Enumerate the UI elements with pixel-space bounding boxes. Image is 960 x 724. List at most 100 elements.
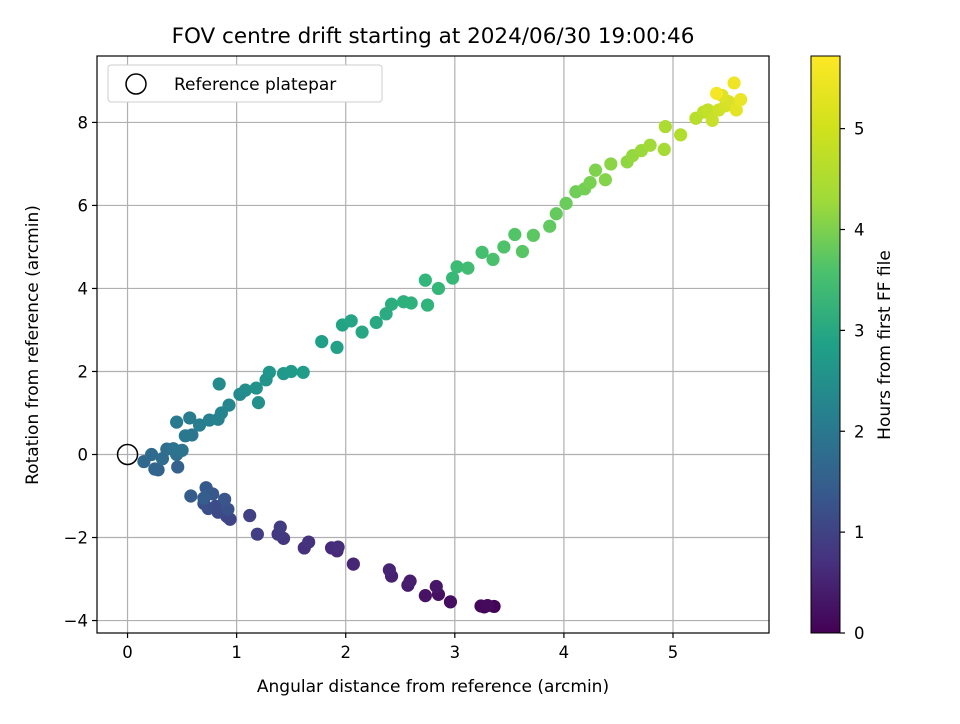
colorbar-tick-label: 4 (854, 221, 865, 240)
data-point (588, 163, 603, 177)
data-point (330, 340, 344, 355)
data-point (734, 92, 748, 107)
y-tick-label: 2 (78, 362, 89, 381)
data-point (346, 557, 360, 571)
colorbar-tick-label: 3 (854, 321, 865, 340)
data-point (249, 381, 263, 395)
data-point (705, 113, 719, 127)
data-point (344, 314, 358, 328)
x-tick-label: 2 (340, 643, 351, 662)
data-point (384, 297, 399, 311)
data-point (199, 481, 213, 495)
colorbar-ticks: 0 1 2 3 4 5 (840, 120, 865, 643)
colorbar-tick-label: 2 (854, 422, 865, 441)
x-tick-label: 5 (668, 643, 679, 662)
data-point (144, 447, 159, 462)
colorbar-tick-label: 1 (854, 523, 865, 542)
x-axis-label: Angular distance from reference (arcmin) (257, 677, 609, 697)
data-point (526, 228, 540, 242)
data-point (197, 491, 211, 505)
data-point (243, 508, 257, 523)
data-point (175, 443, 189, 457)
x-tick-label: 4 (559, 643, 570, 662)
data-point (710, 86, 724, 100)
legend-label-reference: Reference platepar (174, 75, 336, 95)
data-point (315, 334, 329, 349)
y-tick-label: 8 (78, 113, 89, 132)
data-point (171, 460, 185, 474)
data-point (727, 76, 741, 90)
legend-box (107, 64, 383, 103)
y-axis-ticks: −4 −2 0 2 4 6 8 (64, 113, 97, 631)
data-point (583, 176, 597, 190)
data-point (170, 415, 184, 429)
data-point (658, 119, 672, 134)
data-point (604, 157, 618, 171)
data-point (657, 142, 671, 156)
colorbar-gradient (810, 55, 841, 634)
legend-marker-reference (125, 73, 147, 95)
data-point (497, 240, 511, 254)
data-point (379, 307, 393, 321)
data-point (420, 298, 435, 312)
data-point (450, 260, 464, 274)
data-point (221, 502, 235, 516)
data-point (701, 103, 715, 117)
data-point (212, 377, 226, 391)
data-point (284, 364, 298, 379)
data-point (418, 273, 432, 287)
data-point (515, 244, 530, 259)
data-points (137, 76, 748, 614)
colorbar-tick-label: 5 (854, 120, 865, 139)
data-point (486, 252, 500, 267)
plot-frame (96, 55, 770, 634)
y-tick-label: 6 (78, 196, 89, 215)
y-tick-label: −4 (64, 612, 88, 631)
data-point (429, 579, 443, 594)
data-point (480, 599, 495, 613)
data-point (446, 271, 460, 285)
y-tick-label: −2 (64, 529, 88, 548)
data-point (382, 563, 396, 577)
data-point (262, 365, 276, 379)
data-point (549, 207, 563, 221)
chart-title: FOV centre drift starting at 2024/06/30 … (172, 24, 695, 49)
reference-marker (116, 443, 139, 466)
legend: Reference platepar (107, 64, 383, 103)
data-point (443, 595, 458, 609)
colorbar-tick-label: 0 (854, 624, 865, 643)
data-point (543, 219, 557, 233)
data-point (178, 429, 192, 443)
data-point (238, 383, 252, 397)
data-point (273, 520, 287, 534)
data-point (148, 462, 162, 476)
y-tick-label: 4 (78, 279, 89, 298)
data-point (674, 128, 688, 142)
data-point (475, 245, 489, 259)
y-axis-label: Rotation from reference (arcmin) (23, 205, 43, 485)
data-point (250, 527, 264, 541)
data-point (643, 138, 657, 152)
data-point (431, 281, 446, 296)
colorbar: 0 1 2 3 4 5 Hours from first FF file (810, 55, 895, 643)
data-point (404, 296, 418, 310)
data-point (302, 535, 316, 549)
reference-point (116, 443, 139, 466)
colorbar-label: Hours from first FF file (875, 250, 895, 440)
data-point (598, 173, 612, 187)
data-point (192, 418, 207, 432)
x-tick-label: 1 (231, 643, 242, 662)
data-point (508, 227, 522, 242)
x-axis-ticks: 0 1 2 3 4 5 (122, 633, 678, 662)
x-tick-label: 3 (450, 643, 461, 662)
data-point (418, 589, 432, 603)
data-point (729, 103, 743, 117)
data-point (461, 261, 475, 275)
data-point (222, 398, 236, 412)
data-point (559, 196, 573, 210)
data-point (184, 489, 198, 503)
data-point (403, 574, 417, 588)
data-point (183, 411, 197, 425)
data-point (331, 540, 345, 554)
